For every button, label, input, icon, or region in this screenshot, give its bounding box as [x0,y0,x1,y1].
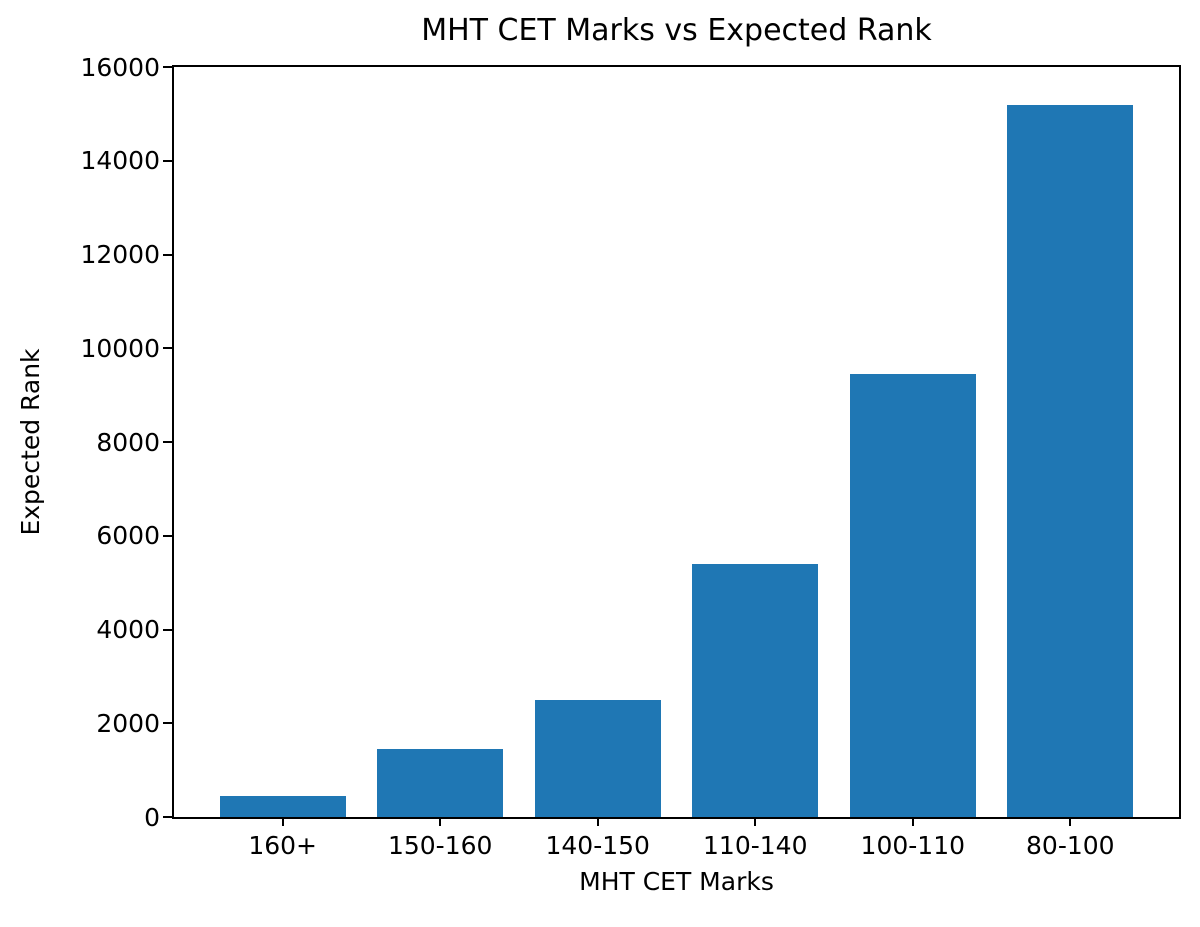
x-tick-mark [911,817,914,826]
y-tick-mark [163,722,172,725]
y-tick-mark [163,159,172,162]
y-tick-mark [163,628,172,631]
x-tick-label: 110-140 [703,831,808,860]
x-tick-mark [596,817,599,826]
y-tick-mark [163,253,172,256]
bar-140-150 [534,699,661,817]
x-axis-label: MHT CET Marks [579,867,774,896]
bar-150-160 [377,749,504,817]
x-tick-label: 140-150 [545,831,650,860]
y-tick-label: 14000 [80,146,160,176]
y-tick-label: 0 [144,802,160,832]
x-tick-mark [1069,817,1072,826]
y-tick-label: 16000 [80,52,160,82]
x-tick-label: 150-160 [387,831,493,860]
y-tick-mark [163,441,172,443]
x-tick-label: 100-110 [860,831,966,860]
y-axis-label: Expected Rank [16,348,45,536]
y-tick-label: 6000 [96,521,160,551]
y-tick-mark [163,66,172,68]
x-tick-mark [754,817,757,826]
x-tick-label: 160+ [248,831,318,860]
y-tick-label: 2000 [96,708,160,738]
bar-160+ [219,795,346,817]
y-tick-label: 10000 [80,333,160,363]
x-tick-label: 80-100 [1026,831,1115,860]
y-tick-label: 4000 [96,615,160,644]
plot-area [172,65,1181,819]
y-tick-label: 8000 [96,427,160,457]
bar-80-100 [1007,104,1134,817]
y-tick-mark [163,347,172,350]
chart-title: MHT CET Marks vs Expected Rank [421,13,932,48]
y-tick-mark [163,534,172,537]
x-tick-mark [439,817,442,826]
x-tick-mark [281,817,284,826]
bar-110-140 [692,563,819,817]
y-tick-mark [163,816,172,818]
y-tick-label: 12000 [80,240,160,269]
bar-100-110 [849,374,976,817]
